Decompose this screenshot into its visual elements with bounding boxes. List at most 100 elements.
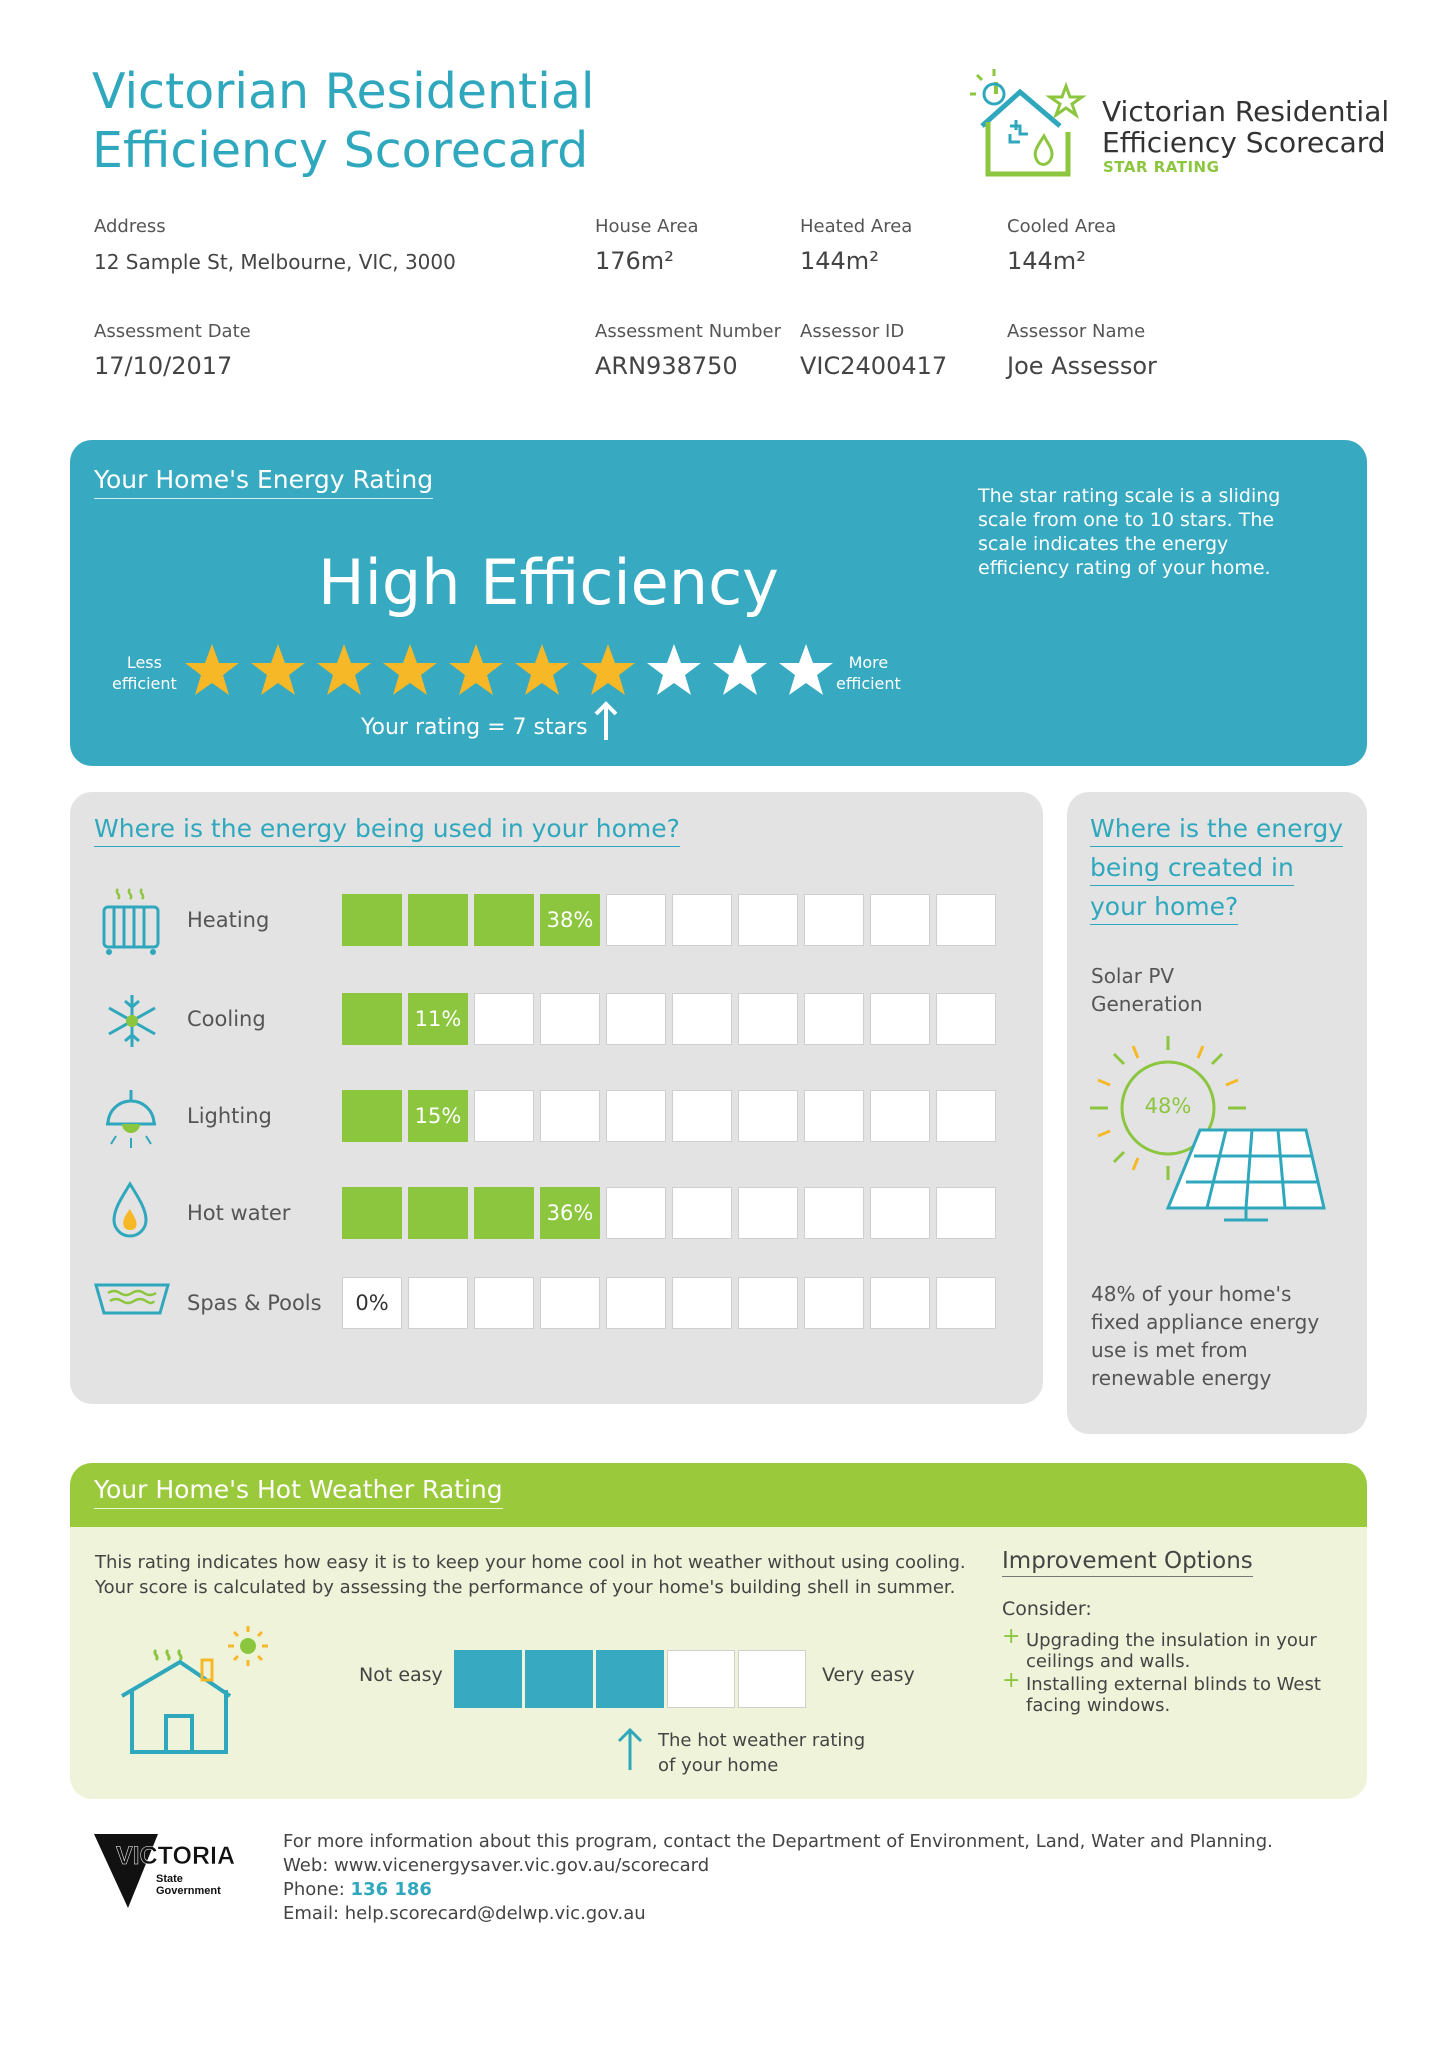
more-line-1: More [848, 653, 889, 672]
energy-use-cell [540, 1090, 600, 1142]
energy-use-label: Lighting [187, 1104, 272, 1128]
energy-use-percent: 0% [355, 1291, 389, 1315]
arrow-up-icon [617, 1727, 643, 1770]
logo-text-victoria: VICTORIA [116, 1842, 235, 1870]
solar-source-label: Solar PV Generation [1091, 962, 1203, 1018]
less-line-2: efficient [112, 674, 177, 693]
less-efficient-label: Less efficient [112, 652, 177, 694]
cooled-area-label: Cooled Area [1007, 216, 1117, 237]
energy-use-cell [474, 1187, 534, 1239]
footer-phone-number[interactable]: 136 186 [350, 1879, 432, 1900]
energy-use-cell [540, 1277, 600, 1329]
energy-use-cell [474, 1090, 534, 1142]
improvement-option-1: + Upgrading the insulation in your ceili… [1002, 1624, 1346, 1672]
energy-use-cell [408, 894, 468, 946]
energy-use-heading: Where is the energy being used in your h… [94, 814, 680, 847]
scale-note: The star rating scale is a sliding scale… [978, 485, 1281, 579]
page-title: Victorian Residential Efficiency Scoreca… [92, 62, 595, 180]
energy-created-heading-line-1: Where is the energy [1090, 814, 1344, 847]
energy-use-cell [738, 1277, 798, 1329]
improvement-option-1-text: Upgrading the insulation in your ceiling… [1026, 1630, 1317, 1672]
plus-icon: + [1002, 1624, 1021, 1649]
energy-use-cell [342, 1277, 402, 1329]
hot-weather-header [70, 1463, 1367, 1527]
title-line-1: Victorian Residential [92, 63, 595, 120]
cooled-area-value: 144m² [1007, 247, 1086, 275]
energy-created-panel [1067, 792, 1367, 1434]
energy-rating-panel [70, 440, 1367, 766]
hot-weather-cell [667, 1650, 735, 1708]
energy-use-cell [936, 1187, 996, 1239]
hot-weather-heading: Your Home's Hot Weather Rating [94, 1475, 503, 1509]
hot-weather-cell [596, 1650, 664, 1708]
energy-use-cell [936, 1277, 996, 1329]
footer-contact: For more information about this program,… [283, 1830, 1273, 1926]
energy-created-heading-line-2: being created in [1090, 853, 1294, 886]
improvement-option-2-text: Installing external blinds to West facin… [1026, 1674, 1321, 1716]
pointer-line-1: The hot weather rating [658, 1730, 866, 1751]
hot-weather-pointer-text: The hot weather rating of your home [658, 1728, 865, 1778]
energy-use-cell [408, 1277, 468, 1329]
house-area-label: House Area [595, 216, 699, 237]
title-line-2: Efficiency Scorecard [92, 122, 589, 179]
energy-use-cell [408, 1187, 468, 1239]
energy-use-cell [540, 993, 600, 1045]
consider-label: Consider: [1002, 1598, 1092, 1620]
pointer-line-2: of your home [658, 1755, 779, 1776]
energy-use-cell [606, 1187, 666, 1239]
solar-description: 48% of your home's fixed appliance energ… [1091, 1282, 1320, 1390]
plus-icon: + [1002, 1668, 1021, 1693]
energy-use-cell [474, 894, 534, 946]
more-line-2: efficient [836, 674, 901, 693]
footer-web-link[interactable]: Web: www.vicenergysaver.vic.gov.au/score… [283, 1855, 710, 1876]
energy-use-percent: 36% [540, 1187, 600, 1239]
energy-use-percent: 15% [408, 1090, 468, 1142]
footer-email-link[interactable]: Email: help.scorecard@delwp.vic.gov.au [283, 1903, 646, 1924]
energy-created-heading: Where is the energy being created in you… [1090, 814, 1360, 925]
energy-use-cell [672, 1090, 732, 1142]
less-line-1: Less [126, 653, 162, 672]
address-value: 12 Sample St, Melbourne, VIC, 3000 [94, 250, 456, 274]
energy-use-label: Hot water [187, 1201, 291, 1225]
footer-phone-label: Phone: [283, 1879, 351, 1900]
energy-use-cell [738, 1090, 798, 1142]
energy-use-label: Spas & Pools [187, 1291, 322, 1315]
address-label: Address [94, 216, 166, 237]
assessor-name-value: Joe Assessor [1007, 352, 1157, 380]
assessment-date-label: Assessment Date [94, 321, 251, 342]
energy-use-cell [342, 894, 402, 946]
energy-use-cell [474, 1277, 534, 1329]
star-filled-icon [581, 644, 635, 695]
assessor-id-label: Assessor ID [800, 321, 905, 342]
star-filled-icon [383, 644, 437, 695]
energy-use-cell [342, 993, 402, 1045]
logo-line-1: Victorian Residential [1102, 95, 1390, 128]
energy-use-cell [804, 1187, 864, 1239]
energy-use-cell [870, 993, 930, 1045]
energy-rating-heading: Your Home's Energy Rating [94, 465, 434, 499]
house-area-value: 176m² [595, 247, 674, 275]
star-filled-icon [317, 644, 371, 695]
energy-use-cell [606, 1277, 666, 1329]
energy-use-cell [738, 894, 798, 946]
heater-icon [102, 888, 160, 955]
assessment-number-value: ARN938750 [595, 352, 738, 380]
snowflake-icon [108, 995, 156, 1047]
energy-use-cell [870, 1277, 930, 1329]
hot-weather-text-line-2: Your score is calculated by assessing th… [95, 1577, 956, 1598]
energy-use-cell [672, 1187, 732, 1239]
pool-icon [94, 1283, 170, 1315]
hot-weather-cell [454, 1650, 522, 1708]
improvement-options-heading: Improvement Options [1002, 1548, 1253, 1577]
energy-use-cell [936, 993, 996, 1045]
energy-use-cell [474, 993, 534, 1045]
footer-phone: Phone: 136 186 [283, 1878, 1273, 1902]
energy-use-cell [936, 1090, 996, 1142]
energy-use-cell [672, 993, 732, 1045]
house-sun-icon [120, 1626, 268, 1754]
scorecard-logo-icon [970, 69, 1087, 177]
energy-use-percent: 38% [540, 894, 600, 946]
energy-use-cell [606, 993, 666, 1045]
solar-source-line-1: Solar PV [1091, 964, 1175, 988]
logo-title: Victorian Residential Efficiency Scoreca… [1102, 96, 1389, 158]
